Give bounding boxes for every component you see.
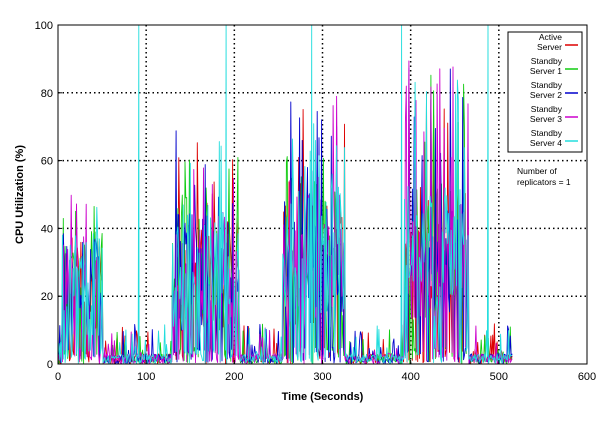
annotation-line: replicators = 1 [517,177,571,187]
x-tick-label: 600 [578,371,596,383]
x-tick-label: 0 [55,371,61,383]
x-tick-label: 100 [137,371,155,383]
legend-label: Standby [531,128,563,138]
legend-label: Active [539,32,562,42]
x-tick-label: 200 [225,371,243,383]
y-tick-label: 100 [35,20,53,32]
legend-label: Standby [531,56,563,66]
y-tick-label: 40 [41,223,53,235]
tick-layer: 0 100 200 300 400 500 600 0 20 40 60 80 100 [35,20,597,383]
replicator-annotation: Number of replicators = 1 [517,166,571,187]
y-tick-label: 0 [47,359,53,371]
y-tick-label: 80 [41,88,53,100]
y-tick-label: 20 [41,291,53,303]
y-axis-title: CPU Utilization (%) [14,145,26,244]
legend-label: Server 2 [530,90,562,100]
legend-label: Standby [531,80,563,90]
legend-label: Server 4 [530,138,562,148]
legend-label: Server 1 [530,66,562,76]
y-tick-label: 60 [41,156,53,168]
legend-label: Standby [531,104,563,114]
x-tick-label: 300 [313,371,331,383]
annotation-line: Number of [517,166,557,176]
x-tick-label: 500 [490,371,508,383]
legend-label: Server [537,42,562,52]
x-axis-title: Time (Seconds) [282,391,364,403]
legend-label: Server 3 [530,114,562,124]
series-layer [57,24,513,365]
x-tick-label: 400 [401,371,419,383]
series-line-5 [57,24,513,365]
legend-box [507,31,583,153]
